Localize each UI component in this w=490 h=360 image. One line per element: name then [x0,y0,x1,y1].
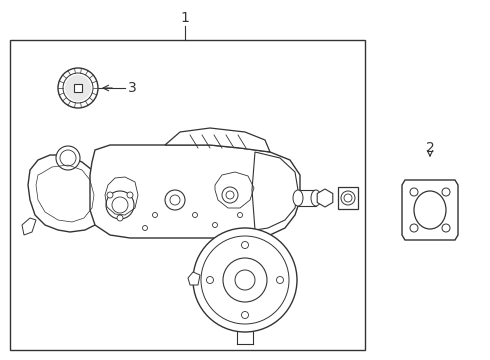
Ellipse shape [414,191,446,229]
Circle shape [193,212,197,217]
Circle shape [238,212,243,217]
Circle shape [410,188,418,196]
Circle shape [60,150,76,166]
Circle shape [112,197,128,213]
Circle shape [410,224,418,232]
Circle shape [65,75,91,101]
Polygon shape [28,155,102,232]
Circle shape [63,73,93,103]
Ellipse shape [311,190,321,206]
Polygon shape [90,145,300,238]
Bar [338,187,358,209]
Circle shape [106,191,134,219]
Polygon shape [22,218,36,235]
Circle shape [344,194,352,202]
Circle shape [165,190,185,210]
Ellipse shape [293,190,303,206]
Circle shape [242,242,248,248]
Text: 2: 2 [426,141,434,155]
Circle shape [223,258,267,302]
Circle shape [235,270,255,290]
Circle shape [117,215,123,221]
Circle shape [276,276,284,284]
Bar [10,40,365,350]
Circle shape [341,191,355,205]
Polygon shape [74,84,82,92]
Circle shape [58,68,98,108]
Polygon shape [317,189,333,207]
Circle shape [242,311,248,319]
Polygon shape [252,152,298,230]
Polygon shape [298,190,316,206]
Circle shape [56,146,80,170]
Circle shape [143,225,147,230]
Circle shape [442,188,450,196]
Circle shape [193,228,297,332]
Circle shape [127,192,133,198]
Circle shape [107,192,113,198]
Polygon shape [402,180,458,240]
Text: 1: 1 [180,11,190,25]
Circle shape [222,187,238,203]
Circle shape [206,276,214,284]
Circle shape [213,222,218,228]
Text: 3: 3 [128,81,137,95]
Polygon shape [165,128,270,152]
Circle shape [201,236,289,324]
Circle shape [170,195,180,205]
Circle shape [152,212,157,217]
Circle shape [226,191,234,199]
Polygon shape [188,272,200,285]
Circle shape [442,224,450,232]
Polygon shape [200,228,280,292]
